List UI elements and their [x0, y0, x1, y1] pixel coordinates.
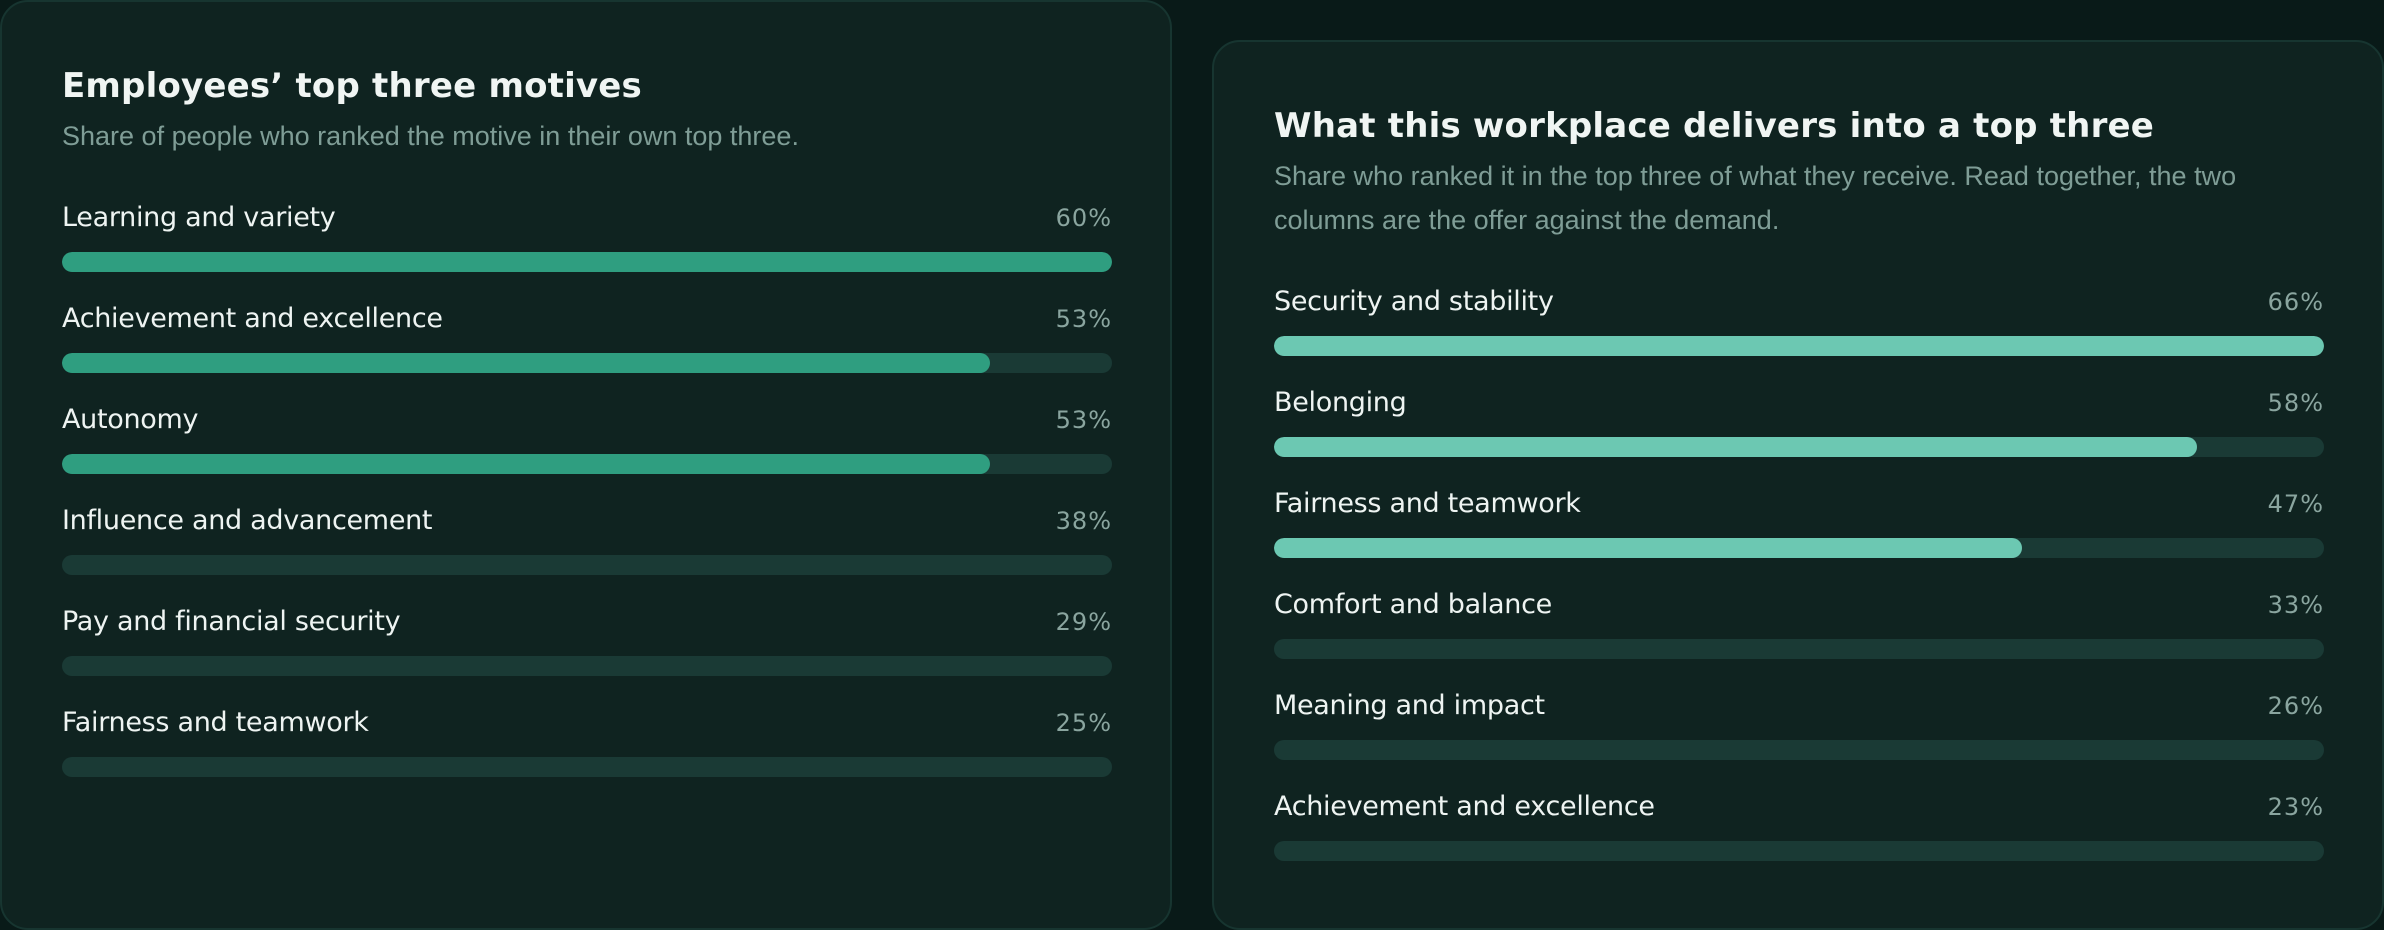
deliver-bar-value-label: 47%	[2267, 490, 2324, 518]
deliver-bar-track	[1274, 336, 2324, 356]
motive-bar-track	[62, 555, 1112, 575]
deliver-bar-row: Meaning and impact 26%	[1274, 688, 2324, 789]
motive-bar-value-label: 60%	[1055, 204, 1112, 232]
motive-bar-row: Fairness and teamwork 25%	[62, 705, 1112, 806]
motive-bar-track	[62, 757, 1112, 777]
motives-bar-list: Learning and variety 60% Achievement and e…	[62, 200, 1112, 806]
motive-bar-label: Achievement and excellence	[62, 303, 443, 334]
motive-bar-value-label: 53%	[1055, 305, 1112, 333]
deliver-bar-header: Belonging 58%	[1274, 385, 2324, 421]
deliver-bar-track	[1274, 841, 2324, 861]
delivers-bar-list: Security and stability 66% Belonging 58% Fai…	[1274, 284, 2324, 890]
deliver-bar-fill	[1274, 336, 2324, 356]
deliver-bar-fill	[1274, 437, 2197, 457]
deliver-bar-value-label: 23%	[2267, 793, 2324, 821]
deliver-bar-label: Comfort and balance	[1274, 589, 1552, 620]
motives-subtitle: Share of people who ranked the motive in…	[62, 121, 799, 151]
motive-bar-row: Pay and financial security 29%	[62, 604, 1112, 705]
motive-bar-value-label: 53%	[1055, 406, 1112, 434]
motive-bar-value-label: 25%	[1055, 709, 1112, 737]
motive-bar-header: Pay and financial security 29%	[62, 604, 1112, 640]
deliver-bar-label: Achievement and excellence	[1274, 791, 1655, 822]
deliver-bar-row: Comfort and balance 33%	[1274, 587, 2324, 688]
motive-bar-fill	[62, 252, 1112, 272]
deliver-bar-track	[1274, 538, 2324, 558]
motives-panel: Employees’ top three motives Share of pe…	[0, 0, 1172, 930]
motives-panel-content: Employees’ top three motives Share of pe…	[62, 64, 1112, 806]
delivers-subtitle: Share who ranked it in the top three of …	[1274, 161, 2237, 235]
deliver-bar-fill	[1274, 538, 2022, 558]
motive-bar-header: Influence and advancement 38%	[62, 503, 1112, 539]
motives-title: Employees’ top three motives	[62, 66, 642, 106]
delivers-panel: What this workplace delivers into a top …	[1212, 40, 2384, 930]
motive-bar-label: Autonomy	[62, 404, 199, 435]
delivers-panel-content: What this workplace delivers into a top …	[1274, 104, 2324, 890]
deliver-bar-value-label: 58%	[2267, 389, 2324, 417]
motive-bar-value-label: 38%	[1055, 507, 1112, 535]
deliver-bar-track	[1274, 639, 2324, 659]
motive-bar-label: Influence and advancement	[62, 505, 433, 536]
deliver-bar-value-label: 66%	[2267, 288, 2324, 316]
deliver-bar-label: Belonging	[1274, 387, 1407, 418]
deliver-bar-label: Meaning and impact	[1274, 690, 1545, 721]
motive-bar-row: Learning and variety 60%	[62, 200, 1112, 301]
deliver-bar-row: Belonging 58%	[1274, 385, 2324, 486]
motive-bar-fill	[62, 454, 990, 474]
deliver-bar-track	[1274, 740, 2324, 760]
motive-bar-track	[62, 656, 1112, 676]
motive-bar-track	[62, 353, 1112, 373]
motive-bar-row: Influence and advancement 38%	[62, 503, 1112, 604]
deliver-bar-label: Security and stability	[1274, 286, 1554, 317]
motive-bar-track	[62, 252, 1112, 272]
deliver-bar-row: Fairness and teamwork 47%	[1274, 486, 2324, 587]
motive-bar-header: Autonomy 53%	[62, 402, 1112, 438]
deliver-bar-row: Achievement and excellence 23%	[1274, 789, 2324, 890]
deliver-bar-label: Fairness and teamwork	[1274, 488, 1581, 519]
deliver-bar-header: Achievement and excellence 23%	[1274, 789, 2324, 825]
delivers-title: What this workplace delivers into a top …	[1274, 106, 2155, 146]
motive-bar-label: Fairness and teamwork	[62, 707, 369, 738]
motive-bar-header: Achievement and excellence 53%	[62, 301, 1112, 337]
motive-bar-row: Achievement and excellence 53%	[62, 301, 1112, 402]
deliver-bar-track	[1274, 437, 2324, 457]
deliver-bar-value-label: 26%	[2267, 692, 2324, 720]
motive-bar-track	[62, 454, 1112, 474]
motive-bar-value-label: 29%	[1055, 608, 1112, 636]
motive-bar-row: Autonomy 53%	[62, 402, 1112, 503]
deliver-bar-value-label: 33%	[2267, 591, 2324, 619]
deliver-bar-row: Security and stability 66%	[1274, 284, 2324, 385]
motive-bar-header: Fairness and teamwork 25%	[62, 705, 1112, 741]
motive-bar-label: Pay and financial security	[62, 606, 401, 637]
deliver-bar-header: Meaning and impact 26%	[1274, 688, 2324, 724]
motive-bar-header: Learning and variety 60%	[62, 200, 1112, 236]
deliver-bar-header: Fairness and teamwork 47%	[1274, 486, 2324, 522]
motive-bar-fill	[62, 353, 990, 373]
deliver-bar-header: Security and stability 66%	[1274, 284, 2324, 320]
deliver-bar-header: Comfort and balance 33%	[1274, 587, 2324, 623]
motive-bar-label: Learning and variety	[62, 202, 336, 233]
